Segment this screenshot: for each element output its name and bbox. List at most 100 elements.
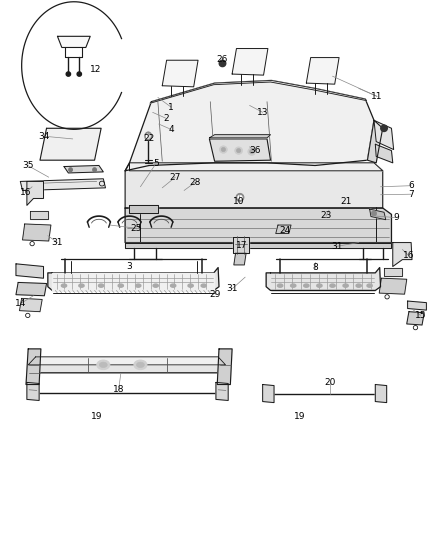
Polygon shape	[375, 144, 393, 163]
Ellipse shape	[66, 72, 71, 76]
Polygon shape	[125, 80, 374, 171]
Text: 11: 11	[371, 92, 383, 101]
Ellipse shape	[304, 284, 309, 287]
Text: 18: 18	[113, 385, 124, 394]
Polygon shape	[52, 273, 214, 290]
Polygon shape	[216, 382, 228, 400]
Ellipse shape	[237, 149, 241, 153]
Ellipse shape	[219, 60, 226, 67]
Ellipse shape	[367, 284, 372, 287]
Polygon shape	[130, 205, 158, 213]
Polygon shape	[16, 264, 43, 278]
Text: 27: 27	[170, 173, 181, 182]
Text: 10: 10	[233, 197, 244, 206]
Polygon shape	[125, 243, 392, 248]
Polygon shape	[408, 301, 426, 310]
Ellipse shape	[248, 148, 256, 156]
Polygon shape	[27, 382, 39, 400]
Polygon shape	[271, 273, 375, 290]
Text: 31: 31	[331, 242, 343, 251]
Text: 9: 9	[393, 213, 399, 222]
Ellipse shape	[235, 147, 243, 155]
Ellipse shape	[134, 360, 147, 369]
Polygon shape	[27, 181, 43, 205]
Polygon shape	[20, 179, 106, 190]
Polygon shape	[263, 384, 274, 402]
Text: 16: 16	[20, 188, 32, 197]
Polygon shape	[217, 349, 232, 384]
Ellipse shape	[170, 284, 176, 287]
Polygon shape	[125, 208, 392, 243]
Polygon shape	[57, 36, 90, 47]
Polygon shape	[232, 49, 268, 75]
Polygon shape	[125, 163, 383, 208]
Polygon shape	[162, 60, 198, 87]
Ellipse shape	[343, 284, 348, 287]
Polygon shape	[130, 163, 383, 171]
Ellipse shape	[371, 211, 377, 216]
Ellipse shape	[136, 284, 141, 287]
Polygon shape	[22, 224, 51, 241]
Polygon shape	[370, 209, 386, 220]
Ellipse shape	[278, 284, 283, 287]
Text: 13: 13	[257, 108, 268, 117]
Ellipse shape	[381, 125, 387, 132]
Text: 12: 12	[90, 66, 102, 74]
Text: 1: 1	[168, 102, 174, 111]
Text: 7: 7	[408, 190, 414, 199]
Polygon shape	[209, 139, 271, 161]
Polygon shape	[407, 312, 424, 325]
Text: 21: 21	[340, 197, 351, 206]
Text: 31: 31	[226, 284, 238, 293]
Ellipse shape	[61, 284, 67, 287]
Ellipse shape	[236, 193, 244, 201]
Ellipse shape	[153, 284, 158, 287]
Polygon shape	[30, 211, 48, 219]
Ellipse shape	[290, 284, 296, 287]
Ellipse shape	[201, 284, 206, 287]
Ellipse shape	[137, 362, 145, 368]
Ellipse shape	[97, 360, 110, 369]
Polygon shape	[28, 357, 226, 373]
Text: 3: 3	[127, 262, 132, 271]
Text: 25: 25	[131, 224, 142, 233]
Polygon shape	[16, 282, 46, 296]
Ellipse shape	[330, 284, 335, 287]
Polygon shape	[209, 135, 271, 138]
Ellipse shape	[356, 284, 361, 287]
Ellipse shape	[99, 362, 107, 368]
Ellipse shape	[118, 284, 124, 287]
Ellipse shape	[238, 196, 242, 199]
Text: 5: 5	[153, 159, 159, 168]
Ellipse shape	[221, 148, 226, 152]
Text: 35: 35	[22, 161, 34, 170]
Text: 8: 8	[312, 263, 318, 272]
Text: 15: 15	[415, 311, 427, 320]
Polygon shape	[19, 298, 42, 312]
Polygon shape	[64, 165, 103, 173]
Text: 14: 14	[14, 299, 26, 308]
Ellipse shape	[317, 284, 322, 287]
Text: 19: 19	[91, 412, 102, 421]
Polygon shape	[367, 120, 383, 163]
Text: 6: 6	[408, 181, 414, 190]
Ellipse shape	[79, 284, 84, 287]
Ellipse shape	[188, 284, 193, 287]
Polygon shape	[266, 268, 381, 290]
Text: 28: 28	[189, 178, 201, 187]
Polygon shape	[374, 120, 394, 150]
Ellipse shape	[145, 132, 152, 141]
Polygon shape	[26, 349, 41, 384]
Polygon shape	[150, 80, 367, 103]
Text: 2: 2	[163, 114, 169, 123]
Text: 34: 34	[39, 132, 50, 141]
Polygon shape	[276, 225, 291, 233]
Text: 19: 19	[294, 412, 306, 421]
Ellipse shape	[77, 72, 81, 76]
Text: 23: 23	[320, 212, 332, 221]
Ellipse shape	[69, 168, 72, 172]
Text: 20: 20	[325, 378, 336, 387]
Text: 26: 26	[217, 55, 228, 63]
Polygon shape	[379, 278, 407, 294]
Polygon shape	[48, 268, 219, 290]
